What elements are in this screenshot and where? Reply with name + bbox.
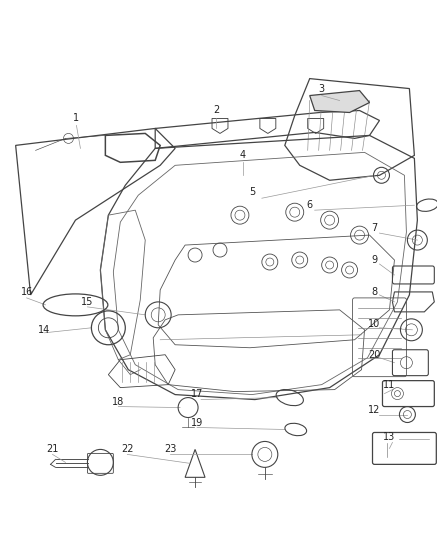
Text: 20: 20 xyxy=(368,350,381,360)
Text: 2: 2 xyxy=(213,106,219,116)
Text: 4: 4 xyxy=(240,150,246,160)
Text: 18: 18 xyxy=(112,397,124,407)
Text: 3: 3 xyxy=(318,84,325,94)
Text: 23: 23 xyxy=(164,445,177,455)
Text: 14: 14 xyxy=(39,325,51,335)
Text: 1: 1 xyxy=(74,114,80,124)
Text: 9: 9 xyxy=(371,255,378,265)
Text: 21: 21 xyxy=(46,445,59,455)
Polygon shape xyxy=(310,91,370,112)
Text: 11: 11 xyxy=(383,379,396,390)
Text: 5: 5 xyxy=(249,187,255,197)
Text: 19: 19 xyxy=(191,417,203,427)
Text: 22: 22 xyxy=(121,445,134,455)
Text: 8: 8 xyxy=(371,287,378,297)
Text: 17: 17 xyxy=(191,389,203,399)
Text: 10: 10 xyxy=(368,319,381,329)
Text: 12: 12 xyxy=(368,405,381,415)
Text: 7: 7 xyxy=(371,223,378,233)
Text: 15: 15 xyxy=(81,297,94,307)
Text: 13: 13 xyxy=(383,432,396,442)
Text: 6: 6 xyxy=(307,200,313,210)
Text: 16: 16 xyxy=(21,287,33,297)
